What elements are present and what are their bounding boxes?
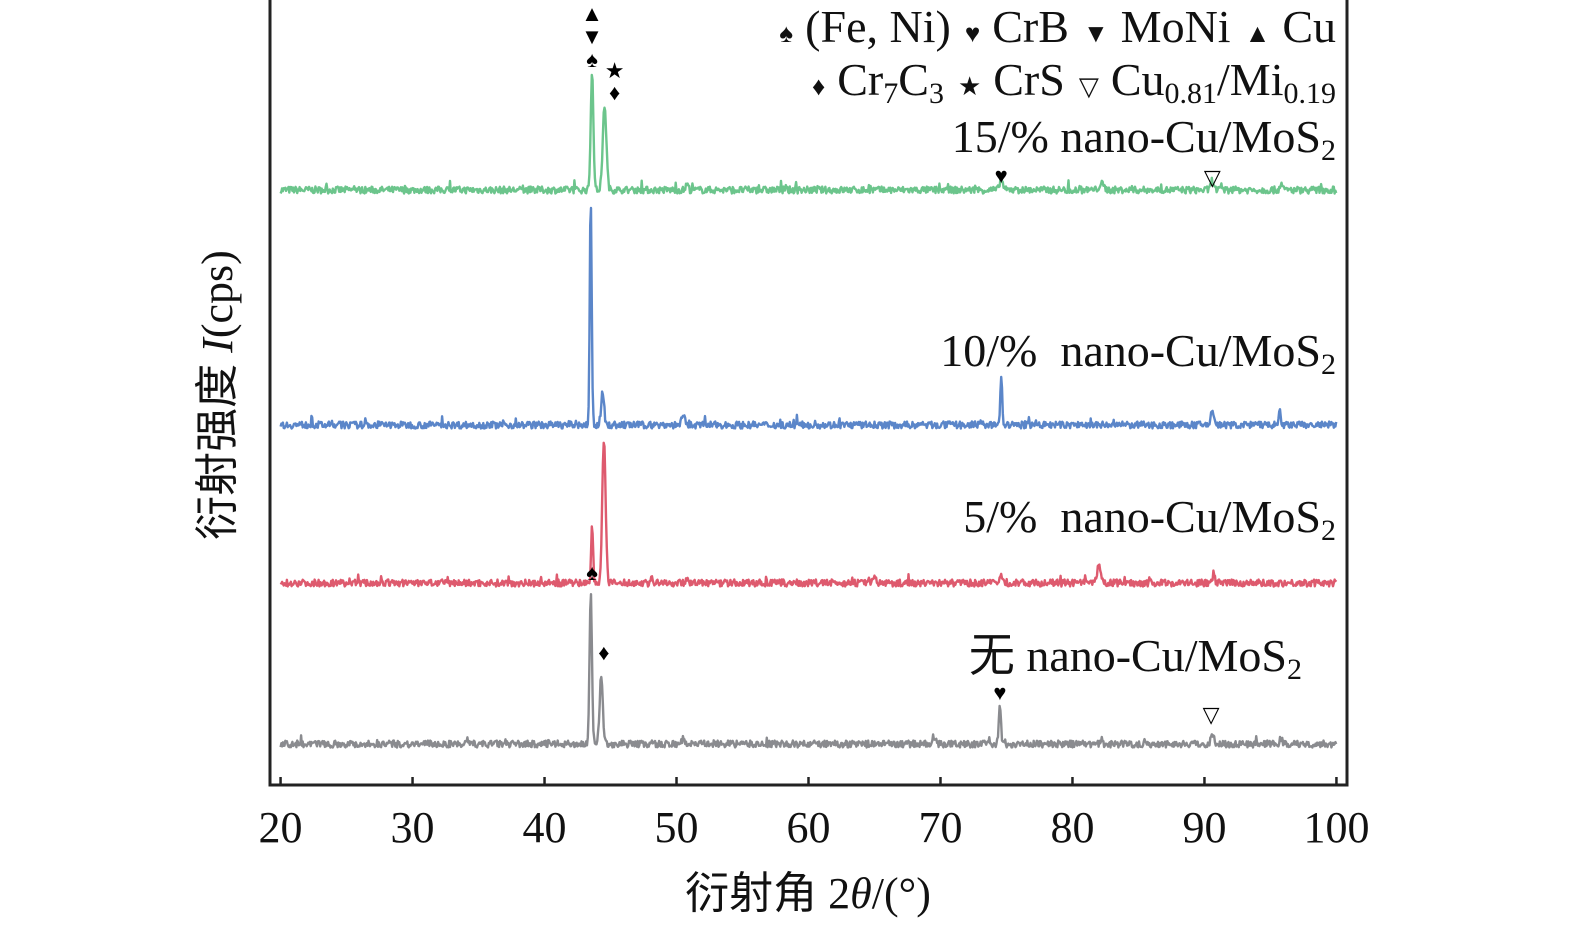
x-tick-label: 50: [655, 803, 699, 852]
series-label: 10/% nano-Cu/MoS2: [940, 325, 1336, 381]
peak-marker: ▲: [581, 1, 603, 26]
series-line-1: [279, 206, 1338, 430]
legend-text: Cr: [837, 54, 883, 105]
legend-text: C: [898, 54, 929, 105]
series-label-subscript: 2: [1321, 134, 1336, 167]
legend-row: ♠ (Fe, Ni) ♥ CrB ▼ MoNi ▲ Cu: [779, 1, 1336, 52]
peak-marker: ▽: [1204, 165, 1221, 190]
peak-annotations: ▲▼♠ ★♦♥ ▽♠♦♥▽: [581, 1, 1221, 727]
series-label: 15/% nano-Cu/MoS2: [952, 111, 1336, 167]
legend-symbol: ♠: [779, 19, 793, 48]
series-label-subscript: 2: [1287, 653, 1302, 686]
peak-marker: ♦: [609, 80, 620, 105]
legend-text: 7: [883, 77, 898, 110]
peak-marker: ▽: [1203, 702, 1220, 727]
legend-text: Cu: [1282, 1, 1336, 52]
peak-marker: ♠: [586, 47, 598, 72]
series-label-main: 5/% nano-Cu/MoS: [963, 491, 1321, 542]
legend-text: (Fe, Ni): [805, 1, 951, 52]
series-traces: [279, 73, 1338, 749]
series-label-subscript: 2: [1321, 348, 1336, 381]
series-label-main: 15/% nano-Cu/MoS: [952, 111, 1321, 162]
x-tick-label: 20: [259, 803, 303, 852]
peak-marker: ♠: [586, 560, 598, 585]
x-tick-label: 70: [918, 803, 962, 852]
series-label-main: 10/% nano-Cu/MoS: [940, 325, 1321, 376]
x-ticks: 20 30 40 50 60 70 80 90 100: [259, 777, 1369, 852]
peak-marker: ▼: [581, 24, 603, 49]
series-label-main: 无 nano-Cu/MoS: [969, 630, 1287, 681]
legend-text: /Mi: [1217, 54, 1283, 105]
x-tick-label: 40: [523, 803, 567, 852]
legend-symbol: ▼: [1083, 19, 1109, 48]
legend-text: CrB: [992, 1, 1069, 52]
legend-text: 0.19: [1284, 77, 1337, 110]
y-axis-title: 衍射强度 I(cps): [193, 250, 242, 540]
series-line-2: [279, 441, 1338, 588]
x-tick-label: 100: [1303, 803, 1369, 852]
peak-marker: ♥: [995, 163, 1008, 188]
x-tick-label: 80: [1050, 803, 1094, 852]
legend-text: 3: [929, 77, 944, 110]
legend-symbol: ♥: [965, 19, 980, 48]
peak-marker: ★: [605, 58, 625, 83]
legend-symbol: ▽: [1079, 72, 1099, 101]
legend-row: ♦ Cr7C3 ★ CrS ▽ Cu0.81/Mi0.19: [812, 54, 1336, 110]
series-label: 无 nano-Cu/MoS2: [969, 630, 1302, 686]
legend-symbol: ♦: [812, 72, 825, 101]
x-tick-label: 60: [787, 803, 831, 852]
peak-marker: ♦: [598, 640, 609, 665]
series-line-0: [279, 73, 1338, 195]
legend-text: CrS: [993, 54, 1065, 105]
series-label: 5/% nano-Cu/MoS2: [963, 491, 1336, 547]
x-tick-label: 30: [391, 803, 435, 852]
x-axis-title: 衍射角 2θ/(°): [685, 869, 931, 918]
series-line-3: [279, 593, 1338, 749]
legend-text: Cu: [1111, 54, 1165, 105]
legend-symbol: ▲: [1245, 19, 1271, 48]
legend-text: MoNi: [1121, 1, 1231, 52]
peak-marker: ♥: [993, 680, 1006, 705]
legend: ♠ (Fe, Ni) ♥ CrB ▼ MoNi ▲ Cu♦ Cr7C3 ★ CrS ▽ Cu0.81/M…: [779, 1, 1336, 110]
series-label-subscript: 2: [1321, 514, 1336, 547]
legend-symbol: ★: [958, 72, 981, 101]
legend-text: 0.81: [1165, 77, 1218, 110]
x-tick-label: 90: [1182, 803, 1226, 852]
